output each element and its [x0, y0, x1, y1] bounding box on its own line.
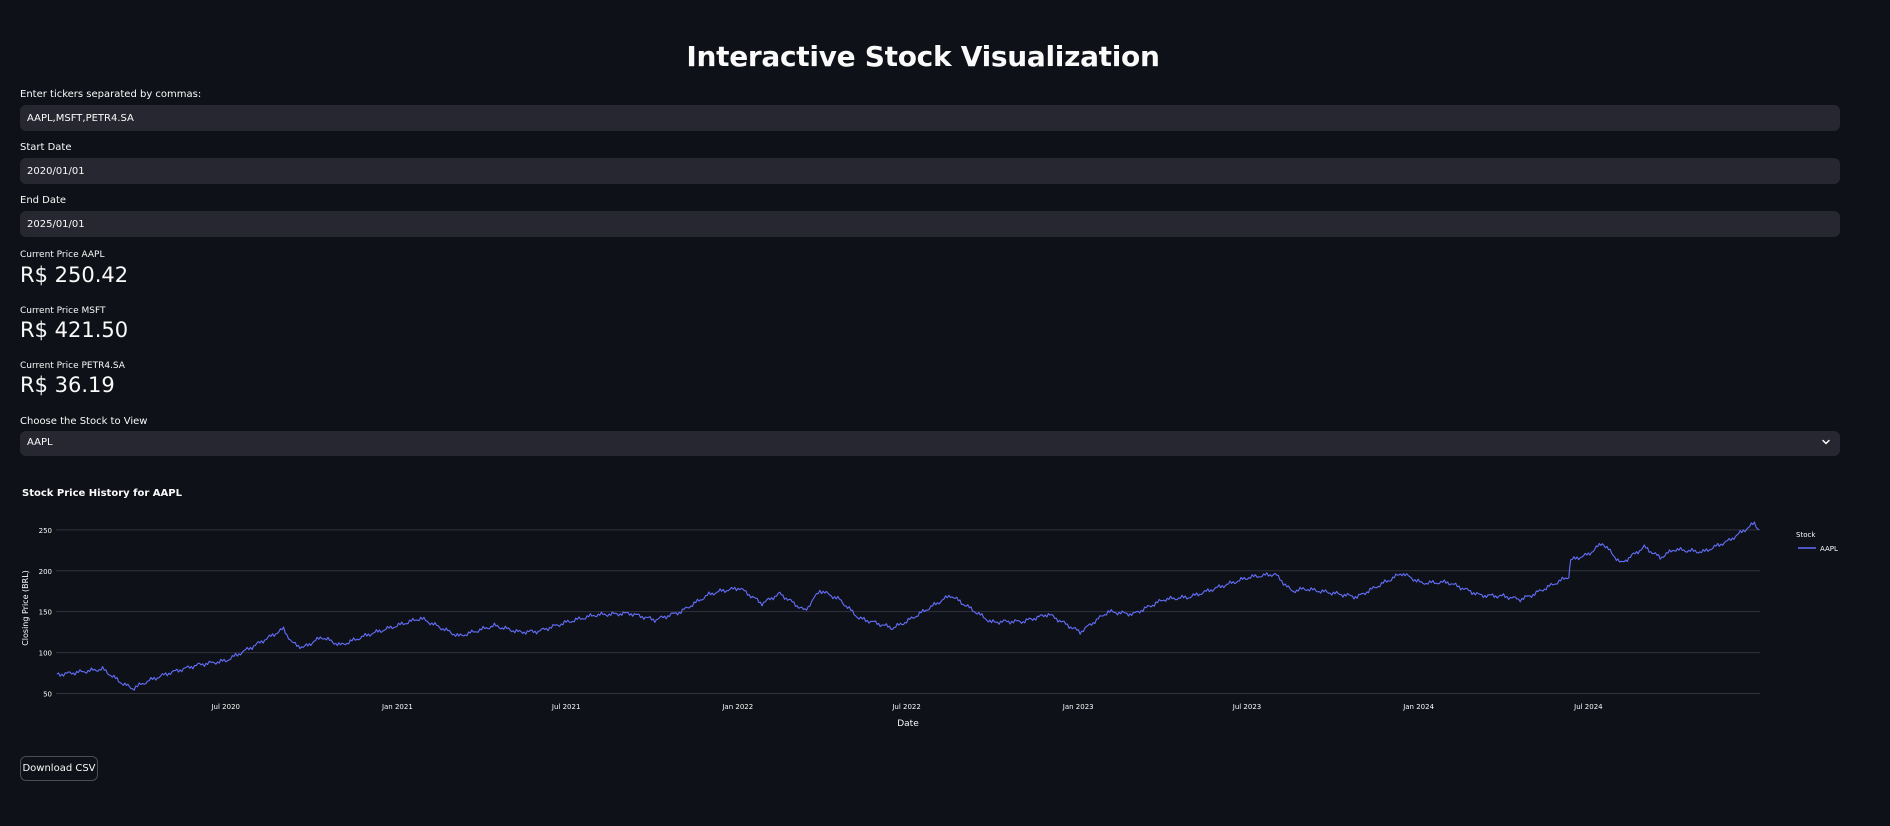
start-date-input[interactable] [20, 158, 1840, 184]
legend-title: Stock [1796, 531, 1816, 539]
x-tick-label: Jan 2024 [1402, 703, 1434, 711]
y-tick-label: 100 [39, 650, 52, 658]
x-tick-label: Jan 2022 [721, 703, 753, 711]
page-title: Interactive Stock Visualization [686, 40, 1160, 73]
x-tick-label: Jan 2021 [381, 703, 413, 711]
stock-select-value: AAPL [27, 437, 53, 448]
y-tick-label: 200 [39, 568, 52, 576]
x-axis-title: Date [897, 719, 919, 729]
stock-price-chart: 50 100 150 200 250 Jul 2020 Jan 2021 Jul 2021 Ja… [21, 521, 1838, 729]
stock-select[interactable]: AAPL [20, 431, 1840, 456]
metric-label-aapl: Current Price AAPL [20, 250, 105, 260]
y-tick-label: 50 [43, 691, 52, 699]
end-date-label: End Date [20, 195, 67, 206]
metric-label-petr4: Current Price PETR4.SA [20, 361, 125, 371]
metric-value-aapl: R$ 250.42 [20, 263, 129, 287]
chevron-down-icon [1822, 439, 1830, 445]
end-date-input[interactable] [20, 211, 1840, 237]
metric-value-petr4: R$ 36.19 [20, 373, 115, 397]
metric-value-msft: R$ 421.50 [20, 318, 129, 342]
x-tick-label: Jul 2020 [210, 703, 240, 711]
metric-label-msft: Current Price MSFT [20, 306, 106, 316]
x-tick-label: Jul 2024 [1573, 703, 1603, 711]
download-csv-button[interactable]: Download CSV [20, 756, 98, 781]
y-tick-label: 250 [39, 527, 52, 535]
y-tick-label: 150 [39, 609, 52, 617]
start-date-label: Start Date [20, 142, 72, 153]
chart-title: Stock Price History for AAPL [22, 488, 182, 499]
x-tick-label: Jan 2023 [1062, 703, 1094, 711]
x-tick-label: Jul 2021 [551, 703, 581, 711]
legend-entry-label: AAPL [1820, 545, 1838, 553]
x-tick-label: Jul 2023 [1232, 703, 1262, 711]
x-tick-label: Jul 2022 [891, 703, 921, 711]
tickers-label: Enter tickers separated by commas: [20, 89, 202, 100]
series-line-aapl [56, 521, 1760, 691]
tickers-input[interactable] [20, 105, 1840, 131]
y-axis-title: Closing Price (BRL) [21, 570, 30, 646]
stock-select-label: Choose the Stock to View [20, 416, 148, 427]
